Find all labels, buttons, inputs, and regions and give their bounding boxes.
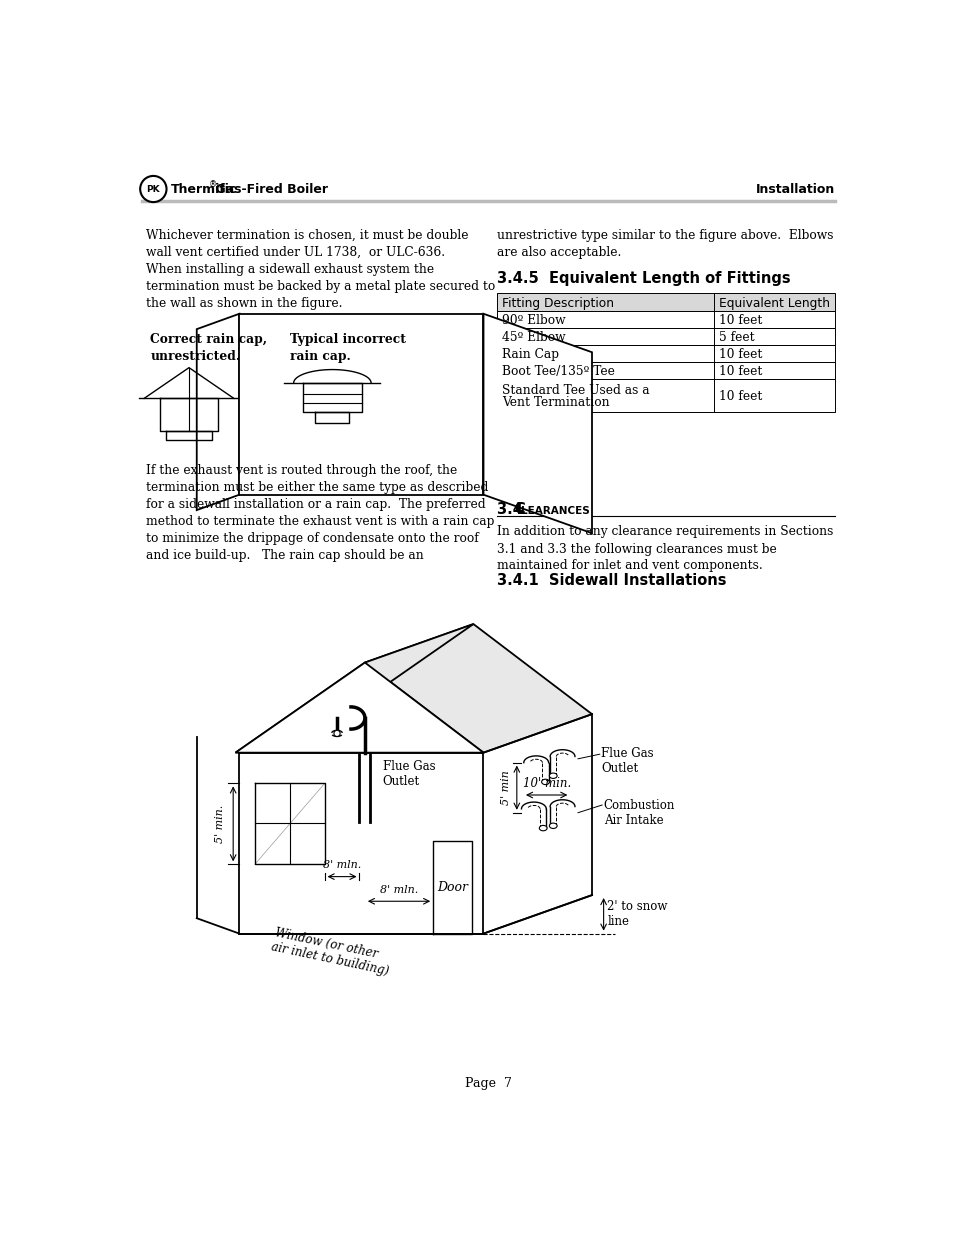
- Polygon shape: [365, 624, 592, 752]
- Text: ®: ®: [209, 180, 217, 189]
- Text: Gas-Fired Boiler: Gas-Fired Boiler: [212, 183, 328, 196]
- Text: 5' min: 5' min: [500, 771, 510, 805]
- Text: 10 feet: 10 feet: [719, 314, 761, 327]
- Ellipse shape: [538, 825, 546, 831]
- Bar: [497, 362, 835, 379]
- Ellipse shape: [549, 773, 557, 778]
- Text: Installation: Installation: [756, 183, 835, 196]
- Text: 8' mln.: 8' mln.: [379, 885, 417, 895]
- Text: 10 feet: 10 feet: [719, 389, 761, 403]
- Bar: [497, 311, 835, 329]
- Text: Whichever termination is chosen, it must be double
wall vent certified under UL : Whichever termination is chosen, it must…: [146, 228, 496, 310]
- Text: Window (or other
air inlet to building): Window (or other air inlet to building): [270, 926, 394, 978]
- Text: Standard Tee Used as a: Standard Tee Used as a: [501, 384, 649, 396]
- Text: Flue Gas
Outlet: Flue Gas Outlet: [600, 747, 653, 776]
- Text: 8' mln.: 8' mln.: [323, 861, 361, 871]
- Polygon shape: [235, 624, 473, 752]
- Text: Correct rain cap,
unrestricted.: Correct rain cap, unrestricted.: [150, 333, 267, 363]
- Text: 45º Elbow: 45º Elbow: [501, 331, 565, 345]
- Text: 10' min.: 10' min.: [522, 777, 570, 790]
- Text: In addition to any clearance requirements in Sections
3.1 and 3.3 the following : In addition to any clearance requirement…: [497, 526, 833, 573]
- Bar: [497, 379, 835, 411]
- Text: Thermific: Thermific: [171, 183, 237, 196]
- Text: 3.4: 3.4: [497, 503, 533, 517]
- Text: 3.4.1  Sidewall Installations: 3.4.1 Sidewall Installations: [497, 573, 726, 588]
- Text: 2' to snow
line: 2' to snow line: [607, 900, 667, 929]
- Polygon shape: [235, 662, 483, 752]
- Polygon shape: [196, 314, 239, 510]
- Bar: [497, 293, 835, 311]
- Text: unrestrictive type similar to the figure above.  Elbows
are also acceptable.: unrestrictive type similar to the figure…: [497, 228, 833, 259]
- Polygon shape: [483, 314, 592, 534]
- Text: Page  7: Page 7: [465, 1077, 512, 1091]
- Text: 5' min.: 5' min.: [215, 805, 225, 844]
- Text: PK: PK: [147, 184, 160, 194]
- Text: Flue Gas
Outlet: Flue Gas Outlet: [382, 761, 435, 788]
- Ellipse shape: [549, 823, 557, 829]
- Text: 10 feet: 10 feet: [719, 348, 761, 361]
- Text: Vent Termination: Vent Termination: [501, 396, 609, 409]
- Text: C: C: [514, 503, 525, 517]
- Bar: [497, 346, 835, 362]
- Text: If the exhaust vent is routed through the roof, the
termination must be either t: If the exhaust vent is routed through th…: [146, 464, 495, 562]
- Ellipse shape: [332, 730, 342, 736]
- Text: LEARANCES: LEARANCES: [520, 506, 589, 516]
- Text: Equivalent Length: Equivalent Length: [719, 298, 829, 310]
- Circle shape: [140, 175, 167, 203]
- Text: 5 feet: 5 feet: [719, 331, 754, 345]
- Text: 10 feet: 10 feet: [719, 366, 761, 378]
- Text: Typical incorrect
rain cap.: Typical incorrect rain cap.: [290, 333, 405, 363]
- Text: 90º Elbow: 90º Elbow: [501, 314, 565, 327]
- Text: Fitting Description: Fitting Description: [501, 298, 614, 310]
- Text: Door: Door: [436, 881, 468, 894]
- Text: Boot Tee/135º Tee: Boot Tee/135º Tee: [501, 366, 615, 378]
- Bar: [497, 329, 835, 346]
- Polygon shape: [239, 314, 483, 495]
- Ellipse shape: [541, 779, 549, 784]
- Text: Rain Cap: Rain Cap: [501, 348, 558, 361]
- Circle shape: [334, 730, 340, 736]
- Text: Combustion
Air Intake: Combustion Air Intake: [603, 799, 675, 827]
- Text: 3.4.5  Equivalent Length of Fittings: 3.4.5 Equivalent Length of Fittings: [497, 272, 790, 287]
